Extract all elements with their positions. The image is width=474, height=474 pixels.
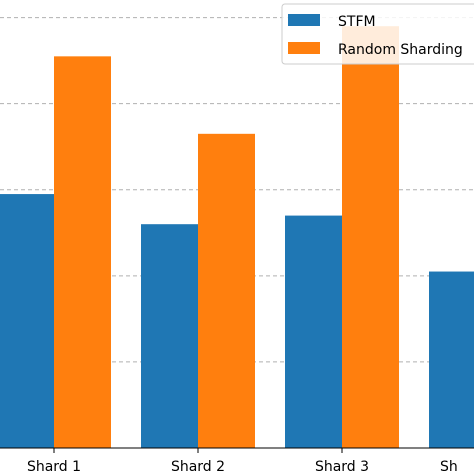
legend-label-stfm: STFM [338,14,376,30]
x-ticks: Shard 1 Shard 2 Shard 3 Sh [27,448,458,474]
bar-stfm-1 [0,194,54,448]
legend-swatch-stfm [288,14,320,26]
bar-random-sharding-1 [54,56,111,448]
x-tick-label: Sh [440,459,458,474]
bar-stfm-4 [429,271,474,448]
legend-swatch-random-sharding [288,42,320,54]
bars [0,26,474,448]
bar-stfm-2 [141,224,198,448]
legend-label-random-sharding: Random Sharding [338,42,463,58]
x-tick-label: Shard 1 [27,459,81,474]
bar-random-sharding-2 [198,133,255,448]
legend: STFM Random Sharding [281,3,474,65]
x-tick-label: Shard 2 [171,459,225,474]
bar-random-sharding-3 [342,26,399,448]
legend-box [281,3,474,65]
x-tick-label: Shard 3 [315,459,369,474]
bar-stfm-3 [285,215,342,448]
